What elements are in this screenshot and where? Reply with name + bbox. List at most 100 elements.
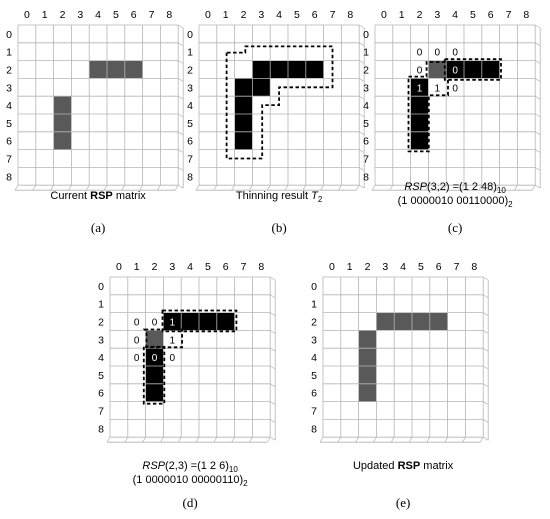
depth-edge [359,167,365,171]
col-label: 2 [60,9,66,21]
filled-cell [163,312,182,331]
depth-edge [160,437,164,443]
depth-edge [50,185,54,191]
depth-edge [479,437,484,443]
row-label: 5 [363,118,369,130]
cell-value: 1 [170,335,176,346]
filled-cell [234,96,253,114]
depth-edge [373,437,377,443]
row-label: 4 [6,100,12,112]
filled-cell [410,78,429,97]
depth-edge [270,365,276,370]
filled-cell [288,60,306,79]
cell-value: 0 [452,83,458,94]
depth-edge [139,185,143,191]
filled-cell [446,60,464,79]
depth-edge [319,437,324,443]
row-label: 0 [98,281,104,293]
depth-edge [425,185,429,191]
row-label: 3 [363,82,369,94]
depth-edge [483,401,489,405]
col-label: 3 [77,9,83,21]
col-label: 8 [347,9,353,21]
cell-value: 0 [452,48,458,59]
row-label: 8 [187,171,193,183]
panel-caption: RSP(3,2) =(1 2 48)10 [404,181,506,195]
col-label: 3 [258,9,264,21]
col-label: 1 [134,261,140,273]
filled-cell [216,312,235,331]
col-label: 4 [452,9,458,21]
depth-edge [483,276,489,281]
row-label: 7 [363,154,369,166]
col-label: 7 [149,9,155,21]
row-label: 7 [311,406,317,418]
row-label: 7 [98,406,104,418]
depth-edge [483,365,489,370]
filled-cell [358,383,377,402]
row-label: 6 [311,388,317,400]
depth-edge [338,185,342,191]
row-label: 4 [98,352,104,364]
col-label: 7 [454,261,460,273]
depth-edge [483,294,489,299]
col-label: 5 [470,9,476,21]
depth-edge [483,419,489,423]
col-label: 6 [131,9,137,21]
depth-edge [270,401,276,405]
depth-edge [359,131,365,136]
depth-edge [231,185,235,191]
depth-edge [535,78,541,82]
col-label: 6 [488,9,494,21]
depth-edge [359,60,365,64]
depth-edge [157,185,161,191]
filled-cell [410,96,429,114]
depth-edge [460,185,465,191]
depth-edge [390,437,395,443]
depth-edge [270,294,276,299]
cell-value: 1 [417,83,423,94]
row-label: 0 [187,29,193,41]
filled-cell [376,312,395,331]
filled-cell [53,96,72,114]
col-label: 8 [523,9,529,21]
col-label: 3 [382,261,388,273]
filled-cell [428,60,447,79]
col-label: 5 [294,9,300,21]
depth-edge [195,185,200,191]
depth-edge [68,185,72,191]
depth-edge [178,78,184,82]
depth-edge [426,437,431,443]
depth-edge [106,437,111,443]
col-label: 5 [418,261,424,273]
row-label: 1 [363,47,369,59]
row-label: 4 [363,100,369,112]
depth-edge [178,42,184,47]
cell-value: 0 [170,353,176,364]
filled-cell [234,78,253,97]
col-label: 8 [166,9,172,21]
depth-edge [142,437,146,443]
row-label: 0 [6,29,12,41]
col-label: 0 [205,9,211,21]
depth-edge [178,60,184,64]
depth-edge [284,185,289,191]
col-label: 1 [399,9,405,21]
row-label: 3 [187,82,193,94]
depth-edge [178,131,184,136]
row-label: 8 [363,171,369,183]
col-label: 7 [330,9,336,21]
depth-edge [249,185,253,191]
col-label: 0 [116,261,122,273]
row-label: 2 [6,65,12,77]
filled-cell [107,60,125,79]
filled-cell [145,383,164,402]
depth-edge [535,24,541,29]
col-label: 0 [329,261,335,273]
depth-edge [231,437,235,443]
cell-value: 0 [417,66,423,77]
panel-caption: (1 0000010 00110000)2 [398,195,514,209]
depth-edge [270,347,276,352]
